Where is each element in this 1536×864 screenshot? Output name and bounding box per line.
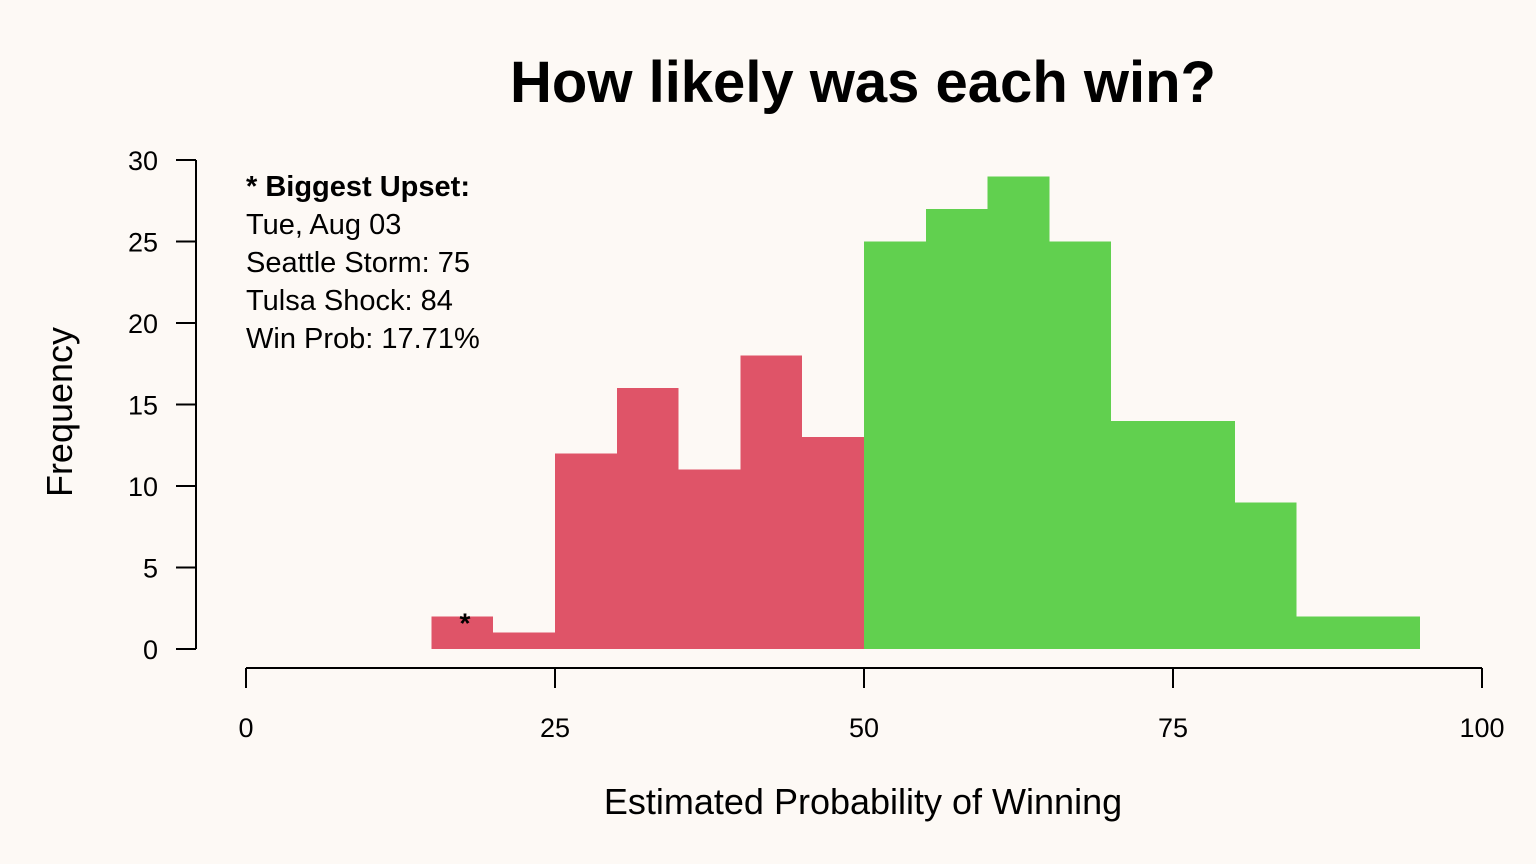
histogram-bar [1173, 420, 1235, 649]
histogram-bar [1358, 616, 1421, 649]
histogram-bar [987, 176, 1050, 650]
annotation-heading: * Biggest Upset: [246, 171, 470, 203]
x-axis-label: Estimated Probability of Winning [604, 781, 1122, 822]
histogram-bar [493, 632, 555, 649]
x-tick-label: 100 [1459, 713, 1504, 743]
y-axis: 0 5 10 15 20 25 30 [128, 146, 197, 665]
annotation-line-team2: Tulsa Shock: 84 [246, 285, 453, 317]
upset-marker: * [459, 607, 470, 638]
histogram-bar [555, 453, 617, 649]
y-tick-label: 10 [128, 472, 158, 502]
y-tick-label: 25 [128, 228, 158, 258]
annotation-line-date: Tue, Aug 03 [246, 209, 401, 241]
histogram-bar [925, 208, 988, 649]
histogram-bar [864, 241, 926, 649]
upset-annotation: * Biggest Upset: Tue, Aug 03 Seattle Sto… [246, 171, 480, 355]
histogram-bar [1049, 241, 1112, 649]
histogram-bar [802, 437, 864, 649]
histogram-bar [678, 469, 741, 649]
histogram-bar [1296, 616, 1359, 649]
x-tick-label: 0 [238, 713, 253, 743]
x-tick-label: 75 [1158, 713, 1188, 743]
x-tick-label: 50 [849, 713, 879, 743]
x-tick-label: 25 [540, 713, 570, 743]
chart-title: How likely was each win? [510, 50, 1216, 115]
bars-group [431, 176, 1421, 650]
annotation-line-winprob: Win Prob: 17.71% [246, 323, 480, 355]
annotation-line-team1: Seattle Storm: 75 [246, 247, 470, 279]
y-tick-label: 5 [143, 554, 158, 584]
y-tick-label: 15 [128, 391, 158, 421]
y-tick-label: 20 [128, 309, 158, 339]
histogram-bar [431, 616, 494, 649]
y-axis-label: Frequency [39, 327, 80, 497]
histogram-bar [616, 388, 679, 649]
y-tick-label: 0 [143, 635, 158, 665]
y-tick-label: 30 [128, 146, 158, 176]
histogram-bar [1111, 420, 1173, 649]
histogram-bar [1234, 502, 1297, 649]
histogram-bar [740, 355, 803, 649]
x-axis: 0 25 50 75 100 [238, 667, 1505, 743]
